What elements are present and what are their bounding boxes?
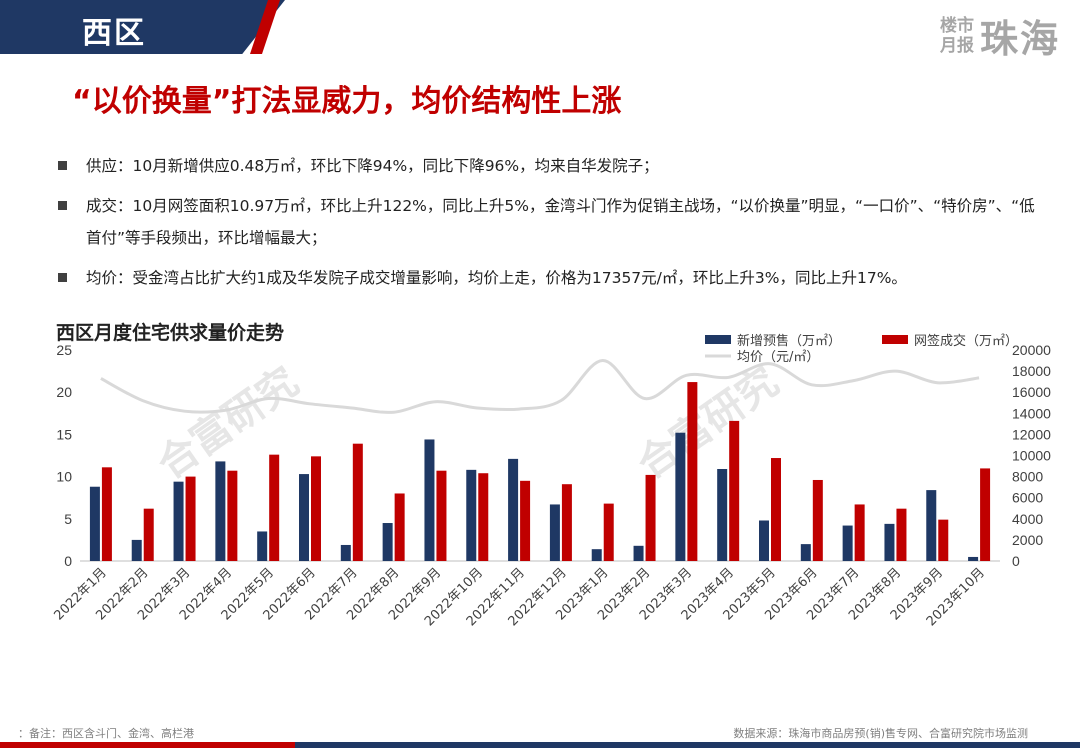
watermark-1: 合富研究 (629, 359, 786, 488)
y2-tick-label-7: 14000 (1012, 405, 1051, 421)
supply-bar-6 (340, 544, 351, 561)
brand-logo: 楼市 月报 珠海 (940, 8, 1060, 63)
y2-tick-label-6: 12000 (1012, 426, 1051, 442)
y2-tick-label-9: 18000 (1012, 363, 1051, 379)
brand-small-text: 楼市 月报 (940, 16, 974, 56)
section-label: 西区 (82, 16, 146, 51)
y-tick-label-4: 20 (56, 384, 72, 400)
supply-bar-0 (89, 486, 100, 561)
bullet-supply: 供应：10月新增供应0.48万㎡，环比下降94%，同比下降96%，均来自华发院子… (56, 150, 1036, 182)
supply-bar-10 (508, 458, 519, 561)
transaction-bar-14 (687, 382, 698, 561)
supply-bar-13 (633, 545, 644, 561)
bullet-price: 均价：受金湾占比扩大约1成及华发院子成交增量影响，均价上走，价格为17357元/… (56, 262, 1036, 294)
transaction-bar-9 (478, 473, 489, 561)
y2-tick-label-3: 6000 (1012, 490, 1043, 506)
supply-bar-19 (884, 523, 895, 561)
y2-tick-label-2: 4000 (1012, 511, 1043, 527)
transaction-bar-17 (812, 479, 823, 561)
brand-big-text: 珠海 (979, 17, 1060, 61)
transaction-bar-5 (311, 456, 321, 561)
bullet-list: 供应：10月新增供应0.48万㎡，环比下降94%，同比下降96%，均来自华发院子… (56, 150, 1036, 302)
y-tick-label-0: 0 (64, 553, 72, 569)
footer-source: 数据来源：珠海市商品房预(销)售专网、合富研究院市场监测 (733, 727, 1028, 740)
transaction-bar-4 (269, 454, 280, 561)
price-line (100, 359, 980, 414)
y2-tick-label-5: 10000 (1012, 448, 1051, 464)
y2-tick-label-0: 0 (1012, 553, 1020, 569)
transaction-bar-7 (394, 493, 405, 561)
supply-bar-12 (591, 549, 602, 561)
supply-bar-14 (675, 432, 686, 561)
footer-bar-blue (295, 742, 1080, 748)
header-band (0, 0, 285, 54)
y2-tick-label-1: 2000 (1012, 532, 1043, 548)
supply-bar-8 (424, 439, 435, 561)
supply-bar-16 (759, 520, 769, 561)
transaction-bar-16 (771, 458, 781, 561)
transaction-bar-8 (436, 470, 447, 561)
legend-label-1: 网签成交（万㎡） (914, 333, 1018, 349)
chart-title: 西区月度住宅供求量价走势 (56, 322, 285, 344)
transaction-bar-19 (896, 508, 907, 561)
brand-small-2: 月报 (939, 35, 974, 56)
supply-bar-11 (549, 504, 560, 561)
transaction-bar-20 (938, 519, 949, 561)
headline: “以价换量”打法显威力，均价结构性上涨 (72, 84, 622, 119)
y2-tick-label-10: 20000 (1012, 342, 1051, 358)
supply-bar-3 (215, 461, 226, 561)
transaction-bar-3 (227, 470, 238, 561)
footer-note: ：备注：西区含斗门、金湾、高栏港 (18, 727, 194, 740)
watermark-0: 合富研究 (149, 359, 306, 488)
supply-bar-21 (968, 556, 979, 561)
legend-label-0: 新增预售（万㎡） (737, 333, 841, 349)
y2-tick-label-4: 8000 (1012, 469, 1043, 485)
supply-bar-2 (173, 481, 184, 561)
y-tick-label-3: 15 (56, 426, 72, 442)
transaction-bar-21 (980, 468, 991, 561)
transaction-bar-13 (645, 474, 656, 561)
legend-swatch-1 (882, 335, 908, 344)
transaction-bar-6 (352, 443, 363, 561)
supply-bar-7 (382, 523, 393, 561)
transaction-bar-0 (101, 467, 112, 561)
transaction-bar-10 (520, 480, 531, 561)
supply-bar-5 (299, 474, 309, 561)
brand-small-1: 楼市 (939, 15, 974, 36)
supply-demand-price-chart: 合富研究 合富研究 0 5 10 15 20 25 0 2000 4000 6000 8000 10000… (52, 333, 1052, 629)
y-tick-label-2: 10 (56, 469, 72, 485)
y-tick-label-1: 5 (64, 511, 72, 527)
supply-bar-4 (257, 531, 268, 561)
supply-bar-18 (842, 525, 853, 561)
legend-swatch-0 (705, 335, 731, 344)
y-tick-label-5: 25 (56, 342, 72, 358)
transaction-bar-15 (729, 420, 740, 561)
transaction-bar-12 (603, 503, 614, 561)
supply-bar-20 (926, 490, 937, 561)
supply-bar-17 (800, 544, 811, 561)
bullet-transactions: 成交：10月网签面积10.97万㎡，环比上升122%，同比上升5%，金湾斗门作为… (56, 190, 1036, 254)
y2-tick-label-8: 16000 (1012, 384, 1051, 400)
transaction-bar-11 (561, 484, 572, 561)
transaction-bar-2 (185, 476, 196, 561)
transaction-bar-18 (854, 504, 865, 561)
supply-bar-15 (717, 469, 728, 561)
legend-label-2: 均价（元/㎡） (737, 350, 819, 365)
transaction-bar-1 (143, 508, 154, 561)
supply-bar-1 (131, 539, 142, 561)
footer-bar-red (0, 742, 295, 748)
supply-bar-9 (466, 469, 477, 561)
